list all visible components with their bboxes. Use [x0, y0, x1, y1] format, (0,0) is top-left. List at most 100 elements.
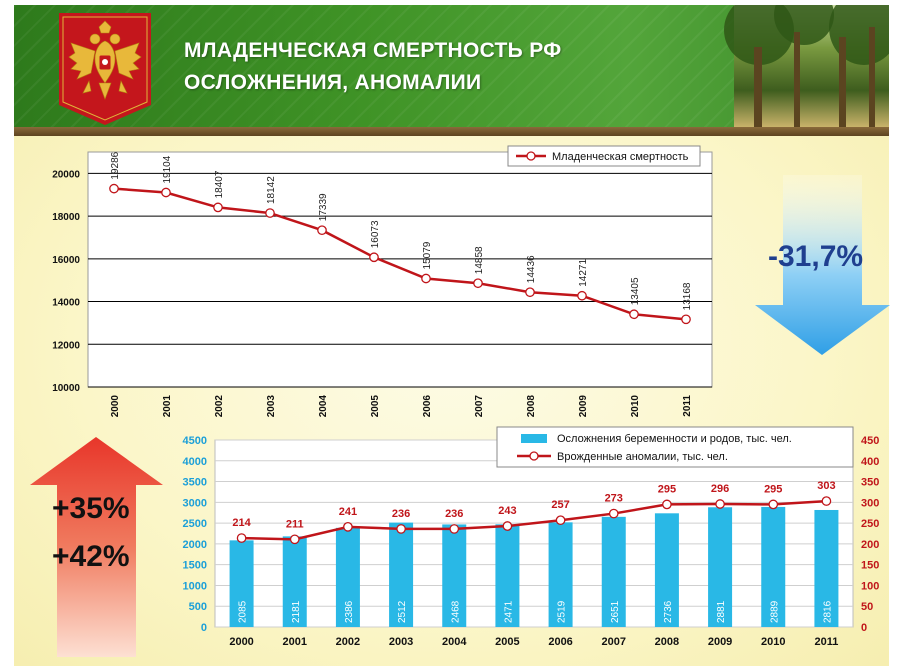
- y-right-tick-label: 100: [861, 580, 879, 592]
- y-left-tick-label: 3000: [183, 497, 207, 509]
- data-point: [768, 499, 779, 510]
- data-point: [608, 508, 619, 519]
- y-tick-label: 18000: [52, 212, 80, 223]
- x-tick-label: 2003: [266, 395, 277, 418]
- data-point: [236, 533, 247, 543]
- bar-value-label: 2651: [610, 600, 621, 623]
- y-tick-label: 10000: [52, 383, 80, 394]
- plot-area: [214, 439, 854, 628]
- data-point: [343, 522, 353, 532]
- bar-value-label: 2181: [291, 600, 302, 623]
- y-right-tick-label: 450: [861, 435, 879, 447]
- y-left-tick-label: 4000: [183, 456, 207, 468]
- bar-value-label: 2736: [663, 600, 674, 623]
- data-point: [109, 183, 119, 194]
- y-tick-label: 14000: [52, 298, 80, 309]
- line-value-label: 211: [286, 518, 304, 530]
- header-banner: МЛАДЕНЧЕСКАЯ СМЕРТНОСТЬ РФ ОСЛОЖНЕНИЯ, А…: [14, 5, 889, 127]
- data-point: [449, 524, 460, 534]
- x-tick-label: 2007: [602, 636, 626, 648]
- x-tick-label: 2010: [761, 636, 785, 648]
- bar: [654, 513, 679, 627]
- bar: [814, 509, 839, 627]
- bar-value-label: 2881: [716, 600, 727, 623]
- x-tick-label: 2011: [814, 636, 838, 648]
- line-value-label: 214: [232, 517, 251, 529]
- x-tick-label: 2008: [526, 395, 537, 418]
- data-point: [629, 309, 639, 320]
- data-point: [369, 252, 379, 263]
- legend-label: Осложнения беременности и родов, тыс. че…: [557, 433, 792, 445]
- y-left-tick-label: 1500: [183, 560, 207, 572]
- x-tick-label: 2002: [336, 636, 360, 648]
- bar: [601, 516, 626, 627]
- y-tick-label: 20000: [52, 169, 80, 180]
- data-point: [662, 499, 672, 510]
- data-point: [502, 521, 513, 531]
- data-point: [396, 524, 406, 534]
- bar: [708, 507, 733, 627]
- x-tick-label: 2009: [708, 636, 732, 648]
- y-left-tick-label: 500: [189, 601, 207, 613]
- data-label: 18142: [266, 176, 277, 204]
- x-tick-label: 2007: [474, 395, 485, 418]
- data-point: [715, 499, 725, 509]
- decrease-arrow-icon: [755, 175, 890, 355]
- anomalies-increase-percentage: +42%: [52, 540, 130, 573]
- x-tick-label: 2006: [548, 636, 572, 648]
- line-value-label: 241: [339, 506, 357, 518]
- bar-value-label: 2468: [450, 600, 461, 623]
- x-tick-label: 2011: [682, 395, 693, 417]
- y-right-tick-label: 150: [861, 560, 879, 572]
- bar: [389, 522, 414, 627]
- line-value-label: 236: [392, 508, 410, 520]
- data-point: [421, 273, 431, 284]
- x-tick-label: 2005: [495, 636, 519, 648]
- bar-value-label: 2386: [344, 600, 355, 623]
- data-label: 18407: [214, 170, 225, 198]
- series-line-infant-mortality: [113, 187, 687, 321]
- data-label: 17339: [318, 193, 329, 221]
- data-point: [317, 225, 327, 236]
- bar-value-label: 2085: [238, 600, 249, 623]
- data-label: 14858: [474, 246, 485, 274]
- data-label: 16073: [370, 220, 381, 248]
- legend-swatch-marker: [526, 151, 536, 161]
- legend-label: Врожденные аномалии, тыс. чел.: [557, 451, 728, 463]
- data-point: [473, 278, 483, 289]
- x-tick-label: 2000: [229, 636, 253, 648]
- bar-value-label: 2512: [397, 600, 408, 623]
- data-point: [265, 208, 275, 218]
- x-tick-label: 2001: [162, 395, 173, 418]
- x-tick-label: 2001: [283, 636, 307, 648]
- legend-swatch-bar: [521, 434, 547, 443]
- line-value-label: 243: [498, 505, 516, 517]
- forest-photo: [724, 5, 889, 127]
- data-point: [577, 290, 587, 301]
- legend-swatch-marker: [529, 451, 539, 461]
- y-right-tick-label: 200: [861, 539, 879, 551]
- data-label: 19286: [110, 151, 121, 179]
- slide-title-line-1: МЛАДЕНЧЕСКАЯ СМЕРТНОСТЬ РФ: [184, 39, 562, 62]
- line-value-label: 273: [605, 493, 623, 505]
- x-tick-label: 2004: [442, 636, 467, 648]
- line-value-label: 257: [551, 499, 569, 511]
- line-value-label: 303: [817, 480, 835, 492]
- data-point: [821, 496, 832, 506]
- x-tick-label: 2003: [389, 636, 413, 648]
- data-label: 15079: [422, 241, 433, 269]
- line-value-label: 295: [764, 483, 782, 495]
- header-divider: [14, 127, 889, 136]
- data-point: [213, 202, 223, 213]
- legend-label: Младенческая смертность: [552, 151, 689, 163]
- line-value-label: 236: [445, 508, 463, 520]
- y-right-tick-label: 300: [861, 497, 879, 509]
- data-label: 14436: [526, 255, 537, 283]
- y-left-tick-label: 4500: [183, 435, 207, 447]
- data-point: [289, 534, 300, 545]
- x-tick-label: 2010: [630, 395, 641, 418]
- x-tick-label: 2004: [318, 395, 329, 418]
- bar: [229, 540, 254, 627]
